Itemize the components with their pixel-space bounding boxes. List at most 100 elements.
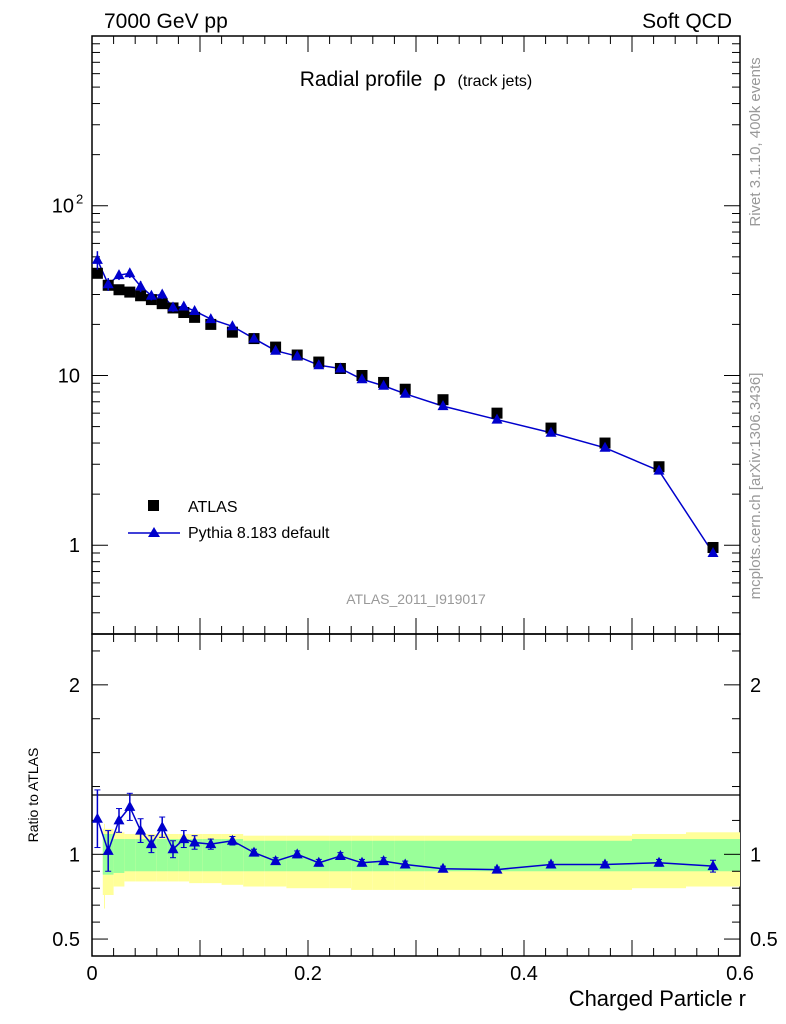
atlas-point [205, 318, 217, 330]
mc-point [378, 379, 390, 390]
ratio-band-inner [308, 840, 330, 872]
mc-point [145, 289, 157, 300]
mc-point [91, 253, 103, 264]
mc-point [356, 373, 368, 384]
ratio-mc-point [205, 838, 217, 849]
mc-point [437, 400, 449, 411]
main-panel-frame [91, 35, 741, 635]
ratio-band-inner [113, 839, 125, 873]
ratio-band-inner [146, 839, 157, 872]
ratio-mc-point [399, 858, 411, 869]
analysis-id-label: ATLAS_2011_I919017 [346, 591, 486, 607]
mc-point [135, 280, 147, 291]
ratio-band-inner [135, 839, 146, 872]
mc-point [189, 304, 201, 315]
ratio-mc-point [135, 824, 147, 835]
mc-point [491, 413, 503, 424]
ratio-y-tick-label-right: 0.5 [750, 929, 778, 951]
ratio-band-inner [351, 840, 373, 872]
mc-point [599, 441, 611, 452]
ratio-mc-point [437, 862, 449, 873]
ratio-mc-point [334, 850, 346, 861]
chart-title: Radial profile ρ (track jets) [300, 66, 532, 91]
ratio-mc-point [113, 814, 125, 825]
ratio-mc-point [291, 848, 303, 859]
mc-point [399, 387, 411, 398]
ratio-mc-point [156, 821, 168, 832]
main-y-tick-label: 10 [52, 196, 74, 218]
atlas-point [178, 307, 190, 319]
ratio-mc-point [226, 834, 238, 845]
x-tick-label: 0.6 [726, 963, 754, 985]
x-axis-label: Charged Particle r [569, 986, 746, 1011]
mc-point [545, 426, 557, 437]
ratio-band-inner [124, 839, 136, 872]
atlas-point [135, 290, 147, 302]
ratio-panel: 0.5 0.5 1 1 2 2 0 0.2 0.4 0.6 [52, 633, 778, 985]
ratio-mc-point [378, 855, 390, 866]
atlas-point [91, 267, 103, 279]
mc-point [334, 362, 346, 373]
ratio-mc-points [91, 789, 719, 874]
ratio-y-axis-label: Ratio to ATLAS [25, 748, 41, 843]
mc-point [270, 344, 282, 355]
main-x-ticks [91, 36, 741, 634]
ratio-mc-point [491, 863, 503, 874]
legend-mc-marker [148, 527, 160, 537]
ratio-mc-point [178, 833, 190, 844]
mcplots-citation-label: mcplots.cern.ch [arXiv:1306.3436] [747, 373, 764, 600]
mc-point [653, 464, 665, 475]
main-mc-points [91, 251, 719, 558]
ratio-mc-point [707, 860, 719, 871]
ratio-mc-point [124, 800, 136, 811]
ratio-y-tick-label-right: 2 [750, 675, 761, 697]
ratio-y-ticks: 0.5 0.5 1 1 2 2 [52, 650, 778, 957]
ratio-band-inner [178, 839, 190, 872]
atlas-point [124, 286, 136, 298]
main-y-tick-label: 10 [58, 365, 80, 387]
ratio-mc-point [91, 812, 103, 823]
ratio-band-inner [221, 839, 244, 872]
mc-point [178, 300, 190, 311]
ratio-y-tick-label: 0.5 [52, 929, 80, 951]
ratio-band-inner [189, 839, 203, 872]
ratio-mc-point [248, 846, 260, 857]
atlas-point [113, 284, 125, 296]
ratio-mc-point [599, 858, 611, 869]
legend-mc-label: Pythia 8.183 default [188, 525, 330, 542]
ratio-mc-point [313, 856, 325, 867]
x-tick-label: 0.4 [510, 963, 538, 985]
ratio-band-inner [156, 839, 168, 872]
ratio-mc-point [356, 856, 368, 867]
main-y-tick-exponent: 2 [76, 192, 83, 207]
ratio-mc-point [653, 856, 665, 867]
mc-point [248, 332, 260, 343]
mc-point [291, 350, 303, 361]
ratio-mc-point [545, 858, 557, 869]
mc-point [102, 278, 114, 289]
ratio-mc-point [145, 838, 157, 849]
x-tick-label: 0 [86, 963, 97, 985]
main-y-tick-label: 1 [69, 535, 80, 557]
atlas-point [189, 311, 201, 323]
ratio-y-tick-label-right: 1 [750, 844, 761, 866]
header-left-label: 7000 GeV pp [104, 10, 228, 33]
main-data-points [91, 267, 719, 553]
ratio-y-tick-label: 2 [69, 675, 80, 697]
ratio-band-inner [424, 840, 470, 872]
legend-atlas-marker [148, 500, 159, 511]
mc-point [205, 313, 217, 324]
ratio-y-tick-label: 1 [69, 844, 80, 866]
rivet-version-label: Rivet 3.1.10, 400k events [747, 57, 764, 226]
ratio-mc-point [189, 836, 201, 847]
x-tick-label: 0.2 [294, 963, 322, 985]
ratio-mc-point [102, 844, 114, 855]
ratio-mc-point [167, 843, 179, 854]
mc-point [156, 288, 168, 299]
ratio-x-ticks: 0 0.2 0.4 0.6 [86, 634, 754, 985]
chart-title-suffix: (track jets) [458, 73, 533, 90]
atlas-point [491, 407, 503, 419]
